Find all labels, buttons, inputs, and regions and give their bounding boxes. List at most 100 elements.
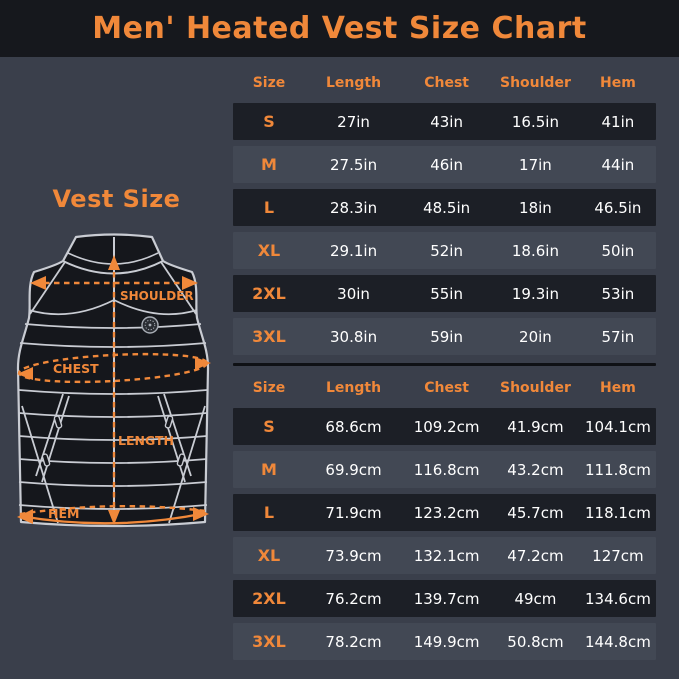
arrow-right-icon [182,276,198,290]
measurement-value: 16.5in [511,112,559,131]
table-header-row: Size Length Chest Shoulder Hem [233,71,656,95]
size-row-3xl: 3XL 78.2cm 149.9cm 50.8cm 144.8cm [233,623,656,660]
measurement-value: 18in [519,198,552,217]
table-separator [233,363,656,366]
measurement-value: 27.5in [330,155,378,174]
size-row-m: M 69.9cm 116.8cm 43.2cm 111.8cm [233,451,656,488]
column-header-length: Length [326,380,382,396]
size-row-m: M 27.5in 46in 17in 44in [233,146,656,183]
size-label: M [260,460,277,479]
arrow-right-icon [193,507,209,521]
chest-label: CHEST [53,361,99,376]
column-header-shoulder: Shoulder [500,75,571,91]
column-header-size: Size [252,380,286,396]
measurement-value: 48.5in [423,198,471,217]
column-header-length: Length [326,75,382,91]
size-row-xl: XL 29.1in 52in 18.6in 50in [233,232,656,269]
size-label: 2XL [252,284,286,303]
measurement-value: 50in [601,241,635,260]
measurement-value: 55in [430,284,463,303]
page-title: Men' Heated Vest Size Chart [92,11,587,46]
hem-label: HEM [48,506,79,521]
measurement-value: 73.9cm [325,546,382,565]
size-row-l: L 71.9cm 123.2cm 45.7cm 118.1cm [233,494,656,531]
arrow-down-icon [108,510,120,525]
column-header-chest: Chest [424,380,469,396]
measurement-value: 44in [601,155,635,174]
measurement-value: 41.9cm [507,417,564,436]
size-row-xl: XL 73.9cm 132.1cm 47.2cm 127cm [233,537,656,574]
measurement-value: 49cm [514,589,557,608]
zipper-pulls [41,415,186,467]
size-label: 3XL [252,327,286,346]
size-label: L [263,503,275,522]
measurement-value: 139.7cm [413,589,480,608]
size-row-2xl: 2XL 30in 55in 19.3in 53in [233,275,656,312]
column-header-shoulder: Shoulder [500,380,571,396]
arrow-right-icon [195,357,211,370]
size-label: S [263,417,275,436]
measurement-value: 71.9cm [325,503,382,522]
measurement-annotations: SHOULDER CHEST LENGTH HEM [17,255,211,525]
main-content: Vest Size [0,57,679,679]
measurement-value: 52in [430,241,463,260]
measurement-value: 116.8cm [413,460,480,479]
measurement-value: 149.9cm [413,632,480,651]
measurement-value: 144.8cm [585,632,651,651]
arrow-left-icon [17,509,33,524]
measurement-value: 59in [430,327,463,346]
measurement-value: 46in [430,155,463,174]
size-tables-panel: Size Length Chest Shoulder Hem S 27in 43in 16.5i… [233,57,656,666]
power-badge-icon [141,316,159,334]
size-row-l: L 28.3in 48.5in 18in 46.5in [233,189,656,226]
measurement-value: 111.8cm [585,460,651,479]
measurement-value: 47.2cm [507,546,564,565]
table-header-row: Size Length Chest Shoulder Hem [233,376,656,400]
shoulder-label: SHOULDER [120,289,194,303]
column-header-hem: Hem [600,380,636,396]
hem-measure-solid [19,511,207,525]
size-row-s: S 27in 43in 16.5in 41in [233,103,656,140]
measurement-value: 132.1cm [413,546,480,565]
measurement-value: 68.6cm [325,417,382,436]
measurement-value: 46.5in [594,198,642,217]
column-header-chest: Chest [424,75,469,91]
measurement-value: 29.1in [330,241,378,260]
measurement-value: 28.3in [330,198,378,217]
size-table-inches: Size Length Chest Shoulder Hem S 27in 43in 16.5i… [233,71,656,355]
hem-measure-dashed [19,504,207,516]
measurement-value: 50.8cm [507,632,564,651]
size-label: S [263,112,275,131]
size-row-2xl: 2XL 76.2cm 139.7cm 49cm 134.6cm [233,580,656,617]
measurement-value: 134.6cm [585,589,651,608]
measurement-value: 118.1cm [585,503,651,522]
size-label: 2XL [252,589,286,608]
arrow-left-icon [17,367,33,380]
title-bar: Men' Heated Vest Size Chart [0,0,679,57]
measurement-value: 104.1cm [585,417,651,436]
pocket-zippers [21,393,206,524]
measurement-value: 18.6in [511,241,559,260]
size-label: XL [257,546,281,565]
arrow-left-icon [30,276,46,290]
size-table-cm: Size Length Chest Shoulder Hem S 68.6cm 109.2cm… [233,376,656,660]
measurement-value: 109.2cm [413,417,480,436]
measurement-value: 127cm [592,546,644,565]
measurement-value: 76.2cm [325,589,382,608]
size-row-s: S 68.6cm 109.2cm 41.9cm 104.1cm [233,408,656,445]
measurement-value: 78.2cm [325,632,382,651]
measurement-value: 30.8in [330,327,378,346]
measurement-value: 53in [601,284,635,303]
length-label: LENGTH [118,433,174,448]
size-label: 3XL [252,632,286,651]
measurement-value: 27in [337,112,370,131]
measurement-value: 30in [337,284,370,303]
size-row-3xl: 3XL 30.8in 59in 20in 57in [233,318,656,355]
measurement-value: 45.7cm [507,503,564,522]
measurement-value: 123.2cm [413,503,480,522]
vest-diagram: SHOULDER CHEST LENGTH HEM [16,233,211,528]
arrow-up-icon [108,255,120,270]
column-header-hem: Hem [600,75,636,91]
vest-size-heading: Vest Size [52,185,181,213]
size-label: M [260,155,277,174]
